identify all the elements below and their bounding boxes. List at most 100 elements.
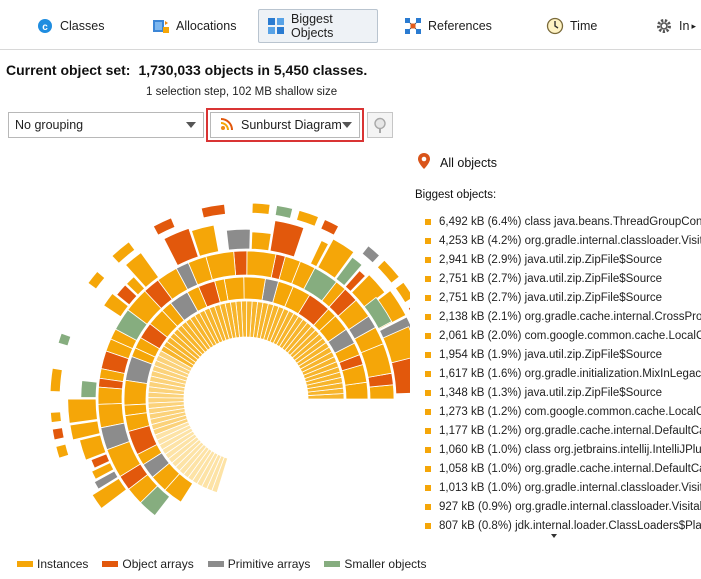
object-set-label: Current object set: xyxy=(6,62,131,78)
sunburst-segment[interactable] xyxy=(394,281,410,304)
sunburst-segment[interactable] xyxy=(382,326,410,364)
list-item[interactable]: 927 kB (0.9%) org.gradle.internal.classl… xyxy=(425,497,701,516)
instance-marker-icon xyxy=(425,446,431,453)
sunburst-segment[interactable] xyxy=(79,434,107,461)
list-item[interactable]: 6,492 kB (6.4%) class java.beans.ThreadG… xyxy=(425,212,701,231)
sunburst-segment[interactable] xyxy=(191,224,220,257)
sunburst-segment[interactable] xyxy=(251,202,271,215)
sunburst-segment[interactable] xyxy=(125,252,160,288)
list-item[interactable]: 1,060 kB (1.0%) class org.jetbrains.inte… xyxy=(425,440,701,459)
list-item[interactable]: 2,061 kB (2.0%) com.google.common.cache.… xyxy=(425,326,701,345)
instance-marker-icon xyxy=(425,294,431,301)
sunburst-segment[interactable] xyxy=(407,303,410,315)
sunburst-segment[interactable] xyxy=(80,380,98,398)
sunburst-segment[interactable] xyxy=(320,219,340,236)
sunburst-segment[interactable] xyxy=(90,453,111,469)
sunburst-segment[interactable] xyxy=(67,398,98,424)
sunburst-segment[interactable] xyxy=(335,256,363,287)
sunburst-segment[interactable] xyxy=(111,241,136,264)
sunburst-segment[interactable] xyxy=(391,357,410,395)
list-item[interactable]: 1,013 kB (1.0%) org.gradle.internal.clas… xyxy=(425,478,701,497)
sunburst-segment[interactable] xyxy=(309,239,329,268)
sunburst-segment[interactable] xyxy=(361,245,381,264)
location-pin-icon xyxy=(417,152,431,173)
legend-swatch xyxy=(17,561,33,567)
list-item[interactable]: 2,941 kB (2.9%) java.util.zip.ZipFile$So… xyxy=(425,250,701,269)
sunburst-segment[interactable] xyxy=(55,443,70,459)
object-set-heading: Current object set: 1,730,033 objects in … xyxy=(6,62,367,78)
sunburst-segment[interactable] xyxy=(274,204,294,219)
all-objects-breadcrumb[interactable]: All objects xyxy=(417,152,497,173)
sunburst-segment[interactable] xyxy=(49,367,63,393)
list-item[interactable]: 1,058 kB (1.0%) org.gradle.cache.interna… xyxy=(425,459,701,478)
sunburst-segment[interactable] xyxy=(91,477,127,510)
scroll-down-icon[interactable] xyxy=(551,534,557,538)
instance-marker-icon xyxy=(425,389,431,396)
instance-marker-icon xyxy=(425,522,431,529)
sunburst-segment[interactable] xyxy=(225,228,251,251)
list-item[interactable]: 1,177 kB (1.2%) org.gradle.cache.interna… xyxy=(425,421,701,440)
object-set-detail: 1 selection step, 102 MB shallow size xyxy=(146,86,338,98)
sunburst-segment[interactable] xyxy=(103,292,129,318)
list-item[interactable]: 4,253 kB (4.2%) org.gradle.internal.clas… xyxy=(425,231,701,250)
sunburst-segment[interactable] xyxy=(51,427,65,441)
list-item[interactable]: 1,617 kB (1.6%) org.gradle.initializatio… xyxy=(425,364,701,383)
list-item[interactable]: 2,751 kB (2.7%) java.util.zip.ZipFile$So… xyxy=(425,288,701,307)
inspect-object-button[interactable] xyxy=(367,112,393,138)
instance-marker-icon xyxy=(425,313,431,320)
sunburst-diagram[interactable] xyxy=(0,145,410,545)
sunburst-segment[interactable] xyxy=(123,379,148,406)
list-item-label: 6,492 kB (6.4%) class java.beans.ThreadG… xyxy=(439,215,701,228)
grouping-select[interactable]: No grouping xyxy=(8,112,204,138)
tab-allocations[interactable]: Allocations xyxy=(132,9,254,43)
biggest-objects-icon xyxy=(267,17,285,35)
tab-time[interactable]: Time xyxy=(546,9,616,43)
tab-classes[interactable]: c Classes xyxy=(36,9,116,43)
allocations-icon xyxy=(152,17,170,35)
list-item[interactable]: 1,348 kB (1.3%) java.util.zip.ZipFile$So… xyxy=(425,383,701,402)
sunburst-segment[interactable] xyxy=(152,217,176,236)
sunburst-segment[interactable] xyxy=(163,227,199,267)
legend-label: Smaller objects xyxy=(344,557,427,571)
tab-references[interactable]: References xyxy=(404,9,514,43)
list-item[interactable]: 1,954 kB (1.9%) java.util.zip.ZipFile$So… xyxy=(425,345,701,364)
sunburst-segment[interactable] xyxy=(139,485,171,517)
sunburst-segment[interactable] xyxy=(91,462,115,480)
sunburst-segment[interactable] xyxy=(93,470,119,490)
sunburst-segment[interactable] xyxy=(87,270,106,290)
sunburst-segment[interactable] xyxy=(296,209,320,227)
sunburst-segment[interactable] xyxy=(246,250,277,279)
sunburst-segment[interactable] xyxy=(344,269,366,292)
tab-label: Time xyxy=(570,19,598,33)
sunburst-segment[interactable] xyxy=(116,284,138,306)
tab-biggest-objects[interactable]: Biggest Objects xyxy=(258,9,378,43)
sunburst-segment[interactable] xyxy=(57,332,72,347)
list-item[interactable]: 1,273 kB (1.2%) com.google.common.cache.… xyxy=(425,402,701,421)
sunburst-segment[interactable] xyxy=(351,274,386,309)
tab-inspections[interactable]: In ▸ xyxy=(655,9,701,43)
list-item[interactable]: 2,751 kB (2.7%) java.util.zip.ZipFile$So… xyxy=(425,269,701,288)
sunburst-segment[interactable] xyxy=(211,456,229,494)
list-item-label: 1,954 kB (1.9%) java.util.zip.ZipFile$So… xyxy=(439,348,663,361)
sunburst-segment[interactable] xyxy=(97,386,123,405)
list-item-label: 927 kB (0.9%) org.gradle.internal.classl… xyxy=(439,500,701,513)
sunburst-segment[interactable] xyxy=(317,238,355,279)
view-mode-select[interactable]: Sunburst Diagram xyxy=(210,112,360,138)
sunburst-segment[interactable] xyxy=(50,411,62,423)
sunburst-segment[interactable] xyxy=(376,259,400,284)
list-item-label: 2,941 kB (2.9%) java.util.zip.ZipFile$So… xyxy=(439,253,663,266)
legend-label: Object arrays xyxy=(122,557,194,571)
sunburst-segment[interactable] xyxy=(164,473,194,503)
list-item[interactable]: 807 kB (0.8%) jdk.internal.loader.ClassL… xyxy=(425,516,701,535)
sunburst-segment[interactable] xyxy=(69,420,101,441)
sunburst-segment[interactable] xyxy=(250,231,272,252)
list-item-label: 4,253 kB (4.2%) org.gradle.internal.clas… xyxy=(439,234,701,247)
list-item[interactable]: 2,138 kB (2.1%) org.gradle.cache.interna… xyxy=(425,307,701,326)
sunburst-segment[interactable] xyxy=(200,203,226,219)
sunburst-segment[interactable] xyxy=(243,276,266,301)
tab-label: Biggest Objects xyxy=(291,12,334,40)
sunburst-segment[interactable] xyxy=(125,276,146,296)
sunburst-segment[interactable] xyxy=(269,220,305,258)
list-item-label: 1,177 kB (1.2%) org.gradle.cache.interna… xyxy=(439,424,701,437)
sunburst-segment[interactable] xyxy=(363,296,393,330)
